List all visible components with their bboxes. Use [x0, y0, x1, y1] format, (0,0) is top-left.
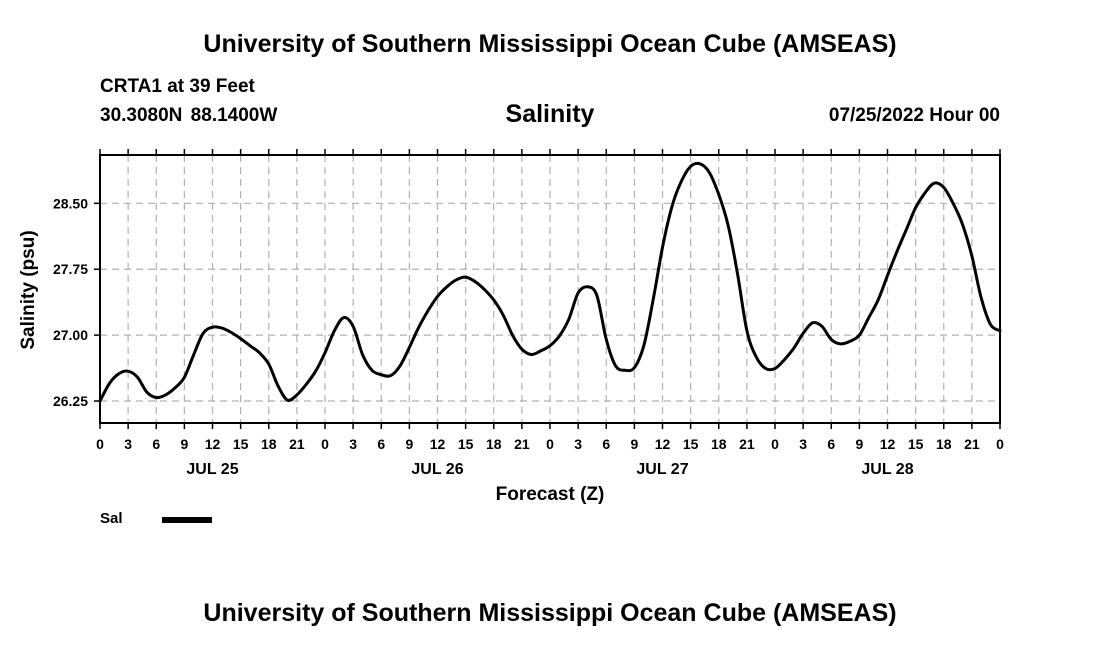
y-tick-label: 26.25: [53, 393, 88, 409]
forecast-datetime: 07/25/2022 Hour 00: [828, 105, 1000, 126]
legend-swatch: [162, 517, 212, 523]
x-tick-label: 21: [514, 436, 530, 452]
x-tick-label: 21: [289, 436, 305, 452]
day-label: JUL 26: [411, 461, 463, 478]
x-tick-label: 15: [458, 436, 474, 452]
x-tick-label: 6: [377, 436, 385, 452]
x-axis-ticks: 0 3 6 9 12 15 18 21 0 3 6 9 12 15 18 21 0 3 6 9 12 15 18 21 0 3 6 9…: [96, 149, 1004, 478]
x-tick-label: 21: [964, 436, 980, 452]
legend-label: Sal: [100, 510, 123, 527]
x-tick-label: 3: [574, 436, 582, 452]
x-tick-label: 15: [683, 436, 699, 452]
x-tick-label: 0: [546, 436, 554, 452]
x-tick-label: 0: [996, 436, 1004, 452]
salinity-series-line: [98, 161, 1002, 403]
day-label: JUL 27: [636, 461, 688, 478]
plot-frame: [99, 154, 1001, 424]
x-tick-label: 9: [630, 436, 638, 452]
x-tick-label: 3: [349, 436, 357, 452]
chart-grid: [100, 155, 1000, 423]
station-coordinates: 30.3080N 88.1400W: [100, 105, 278, 126]
chart-main-title: University of Southern Mississippi Ocean…: [203, 30, 897, 58]
x-tick-label: 3: [124, 436, 132, 452]
y-tick-label: 28.50: [53, 195, 88, 211]
station-name: CRTA1 at 39 Feet: [100, 76, 255, 97]
x-tick-label: 6: [152, 436, 160, 452]
x-tick-label: 0: [321, 436, 329, 452]
x-tick-label: 18: [711, 436, 727, 452]
x-tick-label: 12: [880, 436, 896, 452]
x-tick-label: 18: [486, 436, 502, 452]
x-tick-label: 6: [827, 436, 835, 452]
day-label: JUL 28: [861, 461, 913, 478]
x-tick-label: 21: [739, 436, 755, 452]
x-tick-label: 0: [771, 436, 779, 452]
x-tick-label: 18: [261, 436, 277, 452]
y-axis-ticks: 26.25 27.00 27.75 28.50: [53, 195, 100, 409]
x-tick-label: 18: [936, 436, 952, 452]
day-label: JUL 25: [186, 461, 238, 478]
y-tick-label: 27.75: [53, 261, 88, 277]
chart-footer-title: University of Southern Mississippi Ocean…: [203, 599, 897, 627]
x-tick-label: 12: [205, 436, 221, 452]
x-tick-label: 3: [799, 436, 807, 452]
y-tick-label: 27.00: [53, 327, 88, 343]
variable-title: Salinity: [505, 100, 595, 128]
x-tick-label: 15: [908, 436, 924, 452]
x-tick-label: 9: [405, 436, 413, 452]
x-tick-label: 9: [855, 436, 863, 452]
x-tick-label: 15: [233, 436, 249, 452]
x-tick-label: 9: [180, 436, 188, 452]
x-axis-label: Forecast (Z): [496, 484, 605, 505]
y-axis-label: Salinity (psu): [18, 230, 39, 349]
x-tick-label: 12: [430, 436, 446, 452]
x-tick-label: 12: [655, 436, 671, 452]
x-tick-label: 6: [602, 436, 610, 452]
x-tick-label: 0: [96, 436, 104, 452]
